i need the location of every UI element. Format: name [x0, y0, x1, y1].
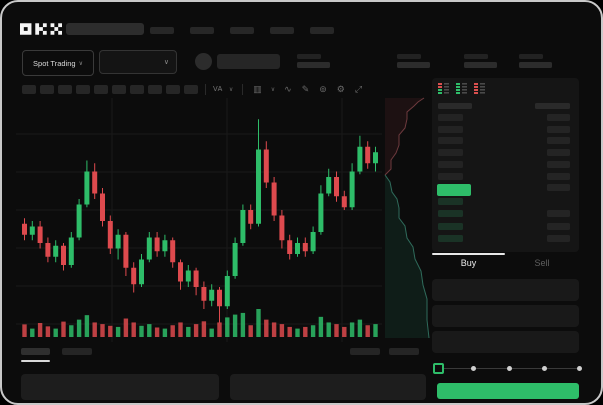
chevron-down-icon: ∨: [78, 60, 83, 67]
camera-icon[interactable]: ⊚: [319, 83, 327, 94]
orders-table-placeholder: [21, 374, 219, 400]
orders-tab[interactable]: [62, 348, 92, 355]
ask-amount-placeholder: [547, 114, 570, 121]
bid-price-placeholder: [438, 234, 463, 242]
pair-name-placeholder: [217, 54, 280, 69]
slider-stop[interactable]: [577, 366, 582, 371]
market-type-label: Spot Trading: [33, 58, 76, 68]
interval-button[interactable]: [184, 84, 198, 94]
search-input[interactable]: [66, 23, 144, 35]
slider-stop[interactable]: [506, 366, 512, 371]
ticker-stat: [397, 54, 437, 70]
slider-stop[interactable]: [471, 366, 477, 371]
ask-amount-placeholder: [547, 149, 570, 157]
interval-button[interactable]: [22, 84, 36, 94]
ask-amount-placeholder: [547, 125, 570, 133]
header-nav: [150, 27, 334, 34]
orders-tab-underline: [21, 360, 50, 362]
orders-table-placeholder: [230, 374, 426, 400]
bid-price-placeholder: [438, 198, 463, 205]
bid-price-placeholder: [438, 210, 463, 218]
chevron-down-icon[interactable]: ∨: [228, 86, 234, 93]
bid-amount-placeholder: [547, 222, 570, 230]
orders-filter-tab[interactable]: [350, 348, 380, 355]
orders-tab-active[interactable]: [21, 348, 50, 355]
tab-sell[interactable]: Sell: [534, 258, 550, 268]
interval-buttons: [22, 84, 198, 94]
orderbook-view-bids-icon[interactable]: [456, 83, 467, 94]
okx-logo[interactable]: OKX: [20, 22, 62, 36]
draw-icon[interactable]: ✎: [301, 83, 310, 94]
ask-price-placeholder: [438, 160, 463, 168]
ask-price-placeholder: [438, 137, 463, 145]
orderbook-view-asks-icon[interactable]: [474, 83, 485, 94]
fullscreen-icon[interactable]: ⤢: [354, 83, 363, 94]
chevron-down-icon[interactable]: ∨: [270, 86, 276, 93]
ask-amount-placeholder: [547, 137, 570, 145]
indicator-button[interactable]: VA: [213, 85, 223, 93]
interval-button[interactable]: [112, 84, 126, 94]
buy-submit-button[interactable]: [437, 383, 579, 399]
interval-button[interactable]: [94, 84, 108, 94]
line-type-icon[interactable]: ∿: [284, 83, 292, 94]
toolbar-divider: [205, 83, 206, 95]
price-input[interactable]: [432, 279, 579, 301]
total-input[interactable]: [432, 331, 579, 353]
nav-item-placeholder[interactable]: [150, 27, 174, 34]
toolbar-divider: [242, 83, 244, 95]
nav-item-placeholder[interactable]: [190, 27, 214, 34]
chevron-down-icon: ∨: [163, 59, 169, 66]
interval-button[interactable]: [166, 84, 180, 94]
ask-price-placeholder: [438, 172, 463, 180]
orders-filter-tab[interactable]: [389, 348, 419, 355]
ask-amount-placeholder: [547, 172, 570, 180]
amount-input[interactable]: [432, 305, 579, 327]
ticker-stat: [519, 54, 559, 70]
orderbook-view-combined-icon[interactable]: [438, 83, 449, 94]
interval-button[interactable]: [76, 84, 90, 94]
ask-amount-placeholder: [547, 160, 570, 168]
bid-price-placeholder: [438, 222, 463, 230]
interval-button[interactable]: [58, 84, 72, 94]
coin-icon: [195, 53, 212, 70]
ticker-stat: [464, 54, 504, 70]
ticker-stat: [297, 54, 337, 70]
orderbook-amount-header: [535, 103, 570, 109]
chart-toolbar: VA ∨ ▥ ∨ ∿ ✎ ⊚ ⚙ ⤢: [22, 83, 365, 95]
bid-amount-placeholder: [547, 210, 570, 218]
ask-price-placeholder: [438, 125, 463, 133]
bid-amount-placeholder: [547, 234, 570, 242]
ask-price-placeholder: [438, 114, 463, 121]
last-price-badge[interactable]: [437, 184, 471, 196]
nav-item-placeholder[interactable]: [230, 27, 254, 34]
market-type-dropdown[interactable]: Spot Trading ∨: [22, 50, 94, 76]
nav-item-placeholder[interactable]: [310, 27, 334, 34]
orderbook-view-modes: [438, 83, 485, 94]
nav-item-placeholder[interactable]: [270, 27, 294, 34]
slider-stop[interactable]: [541, 366, 547, 371]
active-tab-underline: [432, 253, 505, 255]
candle-style-icon[interactable]: ▥: [253, 83, 262, 94]
interval-button[interactable]: [130, 84, 144, 94]
amount-slider-handle[interactable]: [433, 363, 444, 374]
interval-button[interactable]: [40, 84, 54, 94]
interval-button[interactable]: [148, 84, 162, 94]
gear-icon[interactable]: ⚙: [336, 83, 345, 94]
orderbook-price-header: [438, 103, 472, 109]
tab-buy[interactable]: Buy: [460, 258, 477, 268]
ask-amount-placeholder: [547, 184, 570, 192]
pair-selector-dropdown[interactable]: ∨: [99, 50, 177, 74]
ask-price-placeholder: [438, 149, 463, 157]
